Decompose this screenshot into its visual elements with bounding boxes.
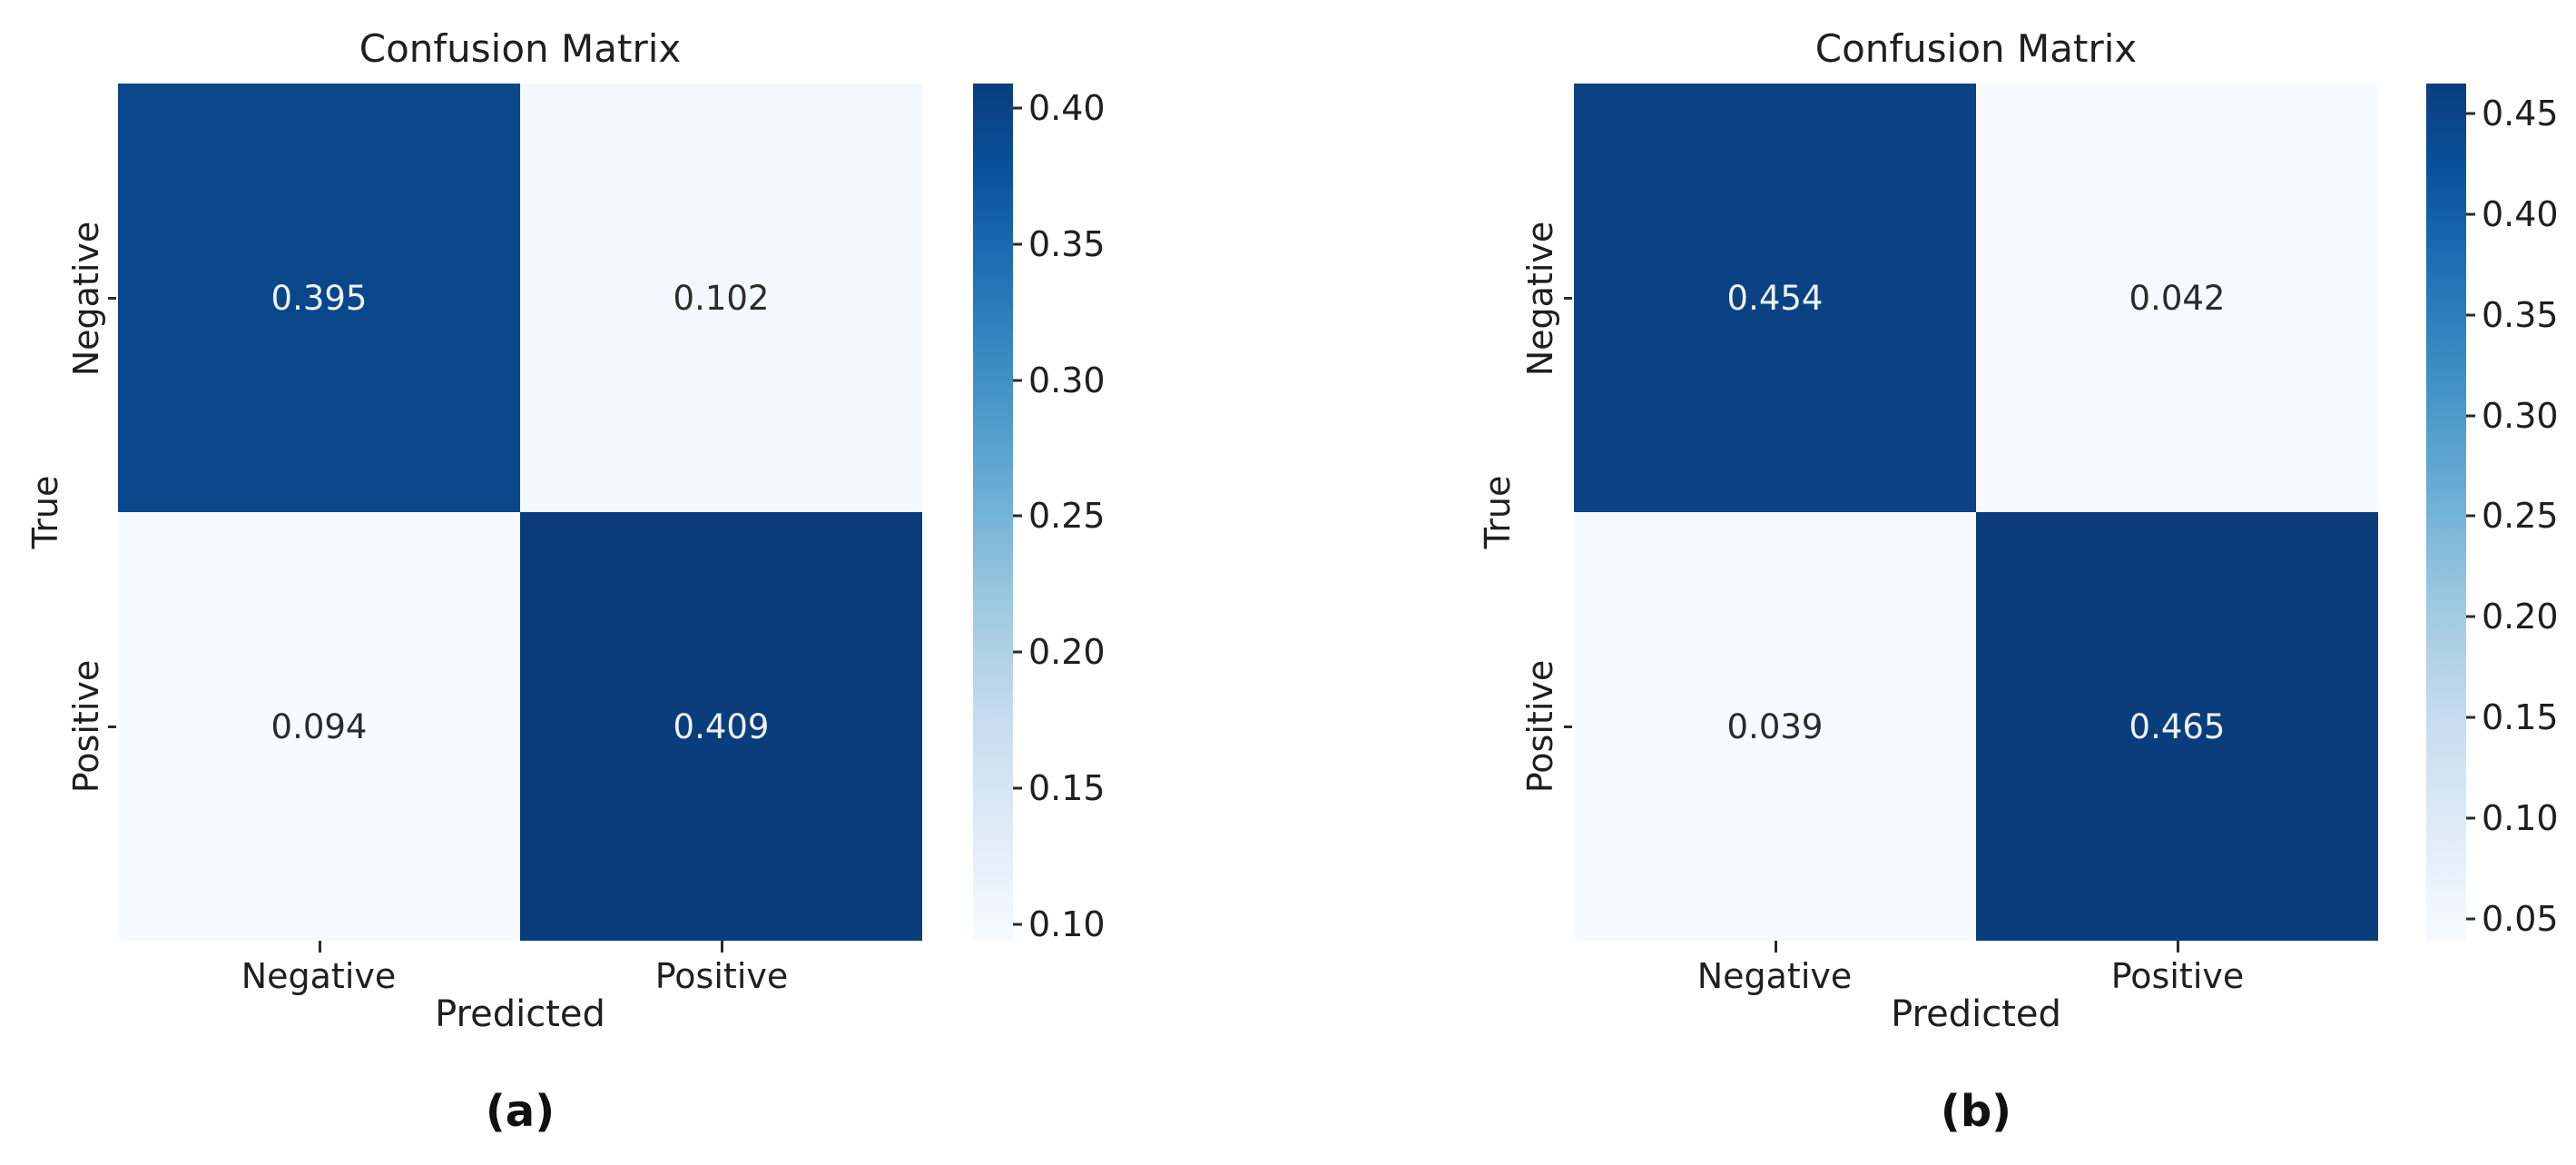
cell-value: 0.454 (1726, 278, 1824, 318)
x-axis-label: Predicted (435, 993, 605, 1035)
cell-value: 0.094 (270, 706, 368, 746)
x-tick-label-negative: Negative (241, 956, 397, 996)
cell-value: 0.409 (673, 706, 770, 746)
heatmap-cell: 0.395 (118, 84, 520, 512)
cell-value: 0.102 (673, 278, 770, 318)
colorbar-tick-label: 0.20 (1028, 632, 1106, 673)
y-axis-tick (1564, 726, 1572, 728)
y-tick-label-negative: Negative (66, 221, 106, 377)
colorbar-tick (2466, 615, 2475, 618)
heatmap-cell: 0.454 (1574, 84, 1976, 512)
colorbar-tick-label: 0.30 (2482, 395, 2559, 436)
colorbar-tick (1013, 514, 1022, 518)
heatmap-cell: 0.409 (520, 512, 922, 941)
cell-value: 0.039 (1726, 706, 1824, 746)
colorbar-tick (1013, 106, 1022, 110)
colorbar-tick-label: 0.40 (2482, 194, 2559, 235)
colorbar-tick-label: 0.35 (1028, 223, 1106, 264)
heatmap-cell: 0.465 (1976, 512, 2378, 941)
x-tick-label-positive: Positive (654, 956, 789, 996)
colorbar-tick-label: 0.25 (1028, 496, 1106, 537)
colorbar-tick (1013, 242, 1022, 246)
chart-title: Confusion Matrix (1814, 26, 2138, 71)
panel-caption-a: (a) (485, 1086, 556, 1137)
y-tick-label-positive: Positive (1520, 659, 1560, 794)
colorbar: 0.40 0.35 0.30 0.25 0.20 0.15 0.10 (973, 84, 1106, 942)
colorbar-tick (2466, 313, 2475, 317)
cell-value: 0.465 (2129, 706, 2226, 746)
y-axis-tick (108, 297, 116, 300)
heatmap-cell: 0.094 (118, 512, 520, 941)
colorbar-tick-label: 0.10 (2482, 797, 2559, 838)
colorbar-tick-label: 0.45 (2482, 94, 2559, 134)
colorbar-tick-label: 0.40 (1028, 87, 1106, 128)
chart-title: Confusion Matrix (359, 26, 682, 71)
cell-value: 0.042 (2129, 278, 2226, 318)
y-axis-label: True (1478, 475, 1518, 549)
colorbar-gradient (2426, 84, 2466, 941)
x-tick-label-positive: Positive (2110, 956, 2245, 996)
colorbar-tick-label: 0.35 (2482, 294, 2559, 335)
cell-value: 0.395 (270, 278, 368, 318)
x-axis-label: Predicted (1891, 993, 2061, 1035)
colorbar-tick (2466, 514, 2475, 518)
colorbar-tick-label: 0.15 (2482, 697, 2559, 738)
heatmap: 0.395 0.102 0.094 0.409 (108, 84, 922, 953)
colorbar-tick-label: 0.15 (1028, 768, 1106, 809)
x-axis-tick (1774, 941, 1777, 953)
colorbar-tick-label: 0.25 (2482, 496, 2559, 537)
confusion-matrix-panel-a: Confusion Matrix True Negative Positive … (25, 26, 1106, 1138)
y-axis-tick (1564, 297, 1572, 300)
y-tick-label-positive: Positive (66, 659, 106, 794)
colorbar-tick-label: 0.05 (2482, 898, 2559, 939)
colorbar-tick (1013, 786, 1022, 790)
y-tick-label-negative: Negative (1520, 221, 1560, 377)
x-tick-label-negative: Negative (1696, 956, 1853, 996)
colorbar-tick-label: 0.10 (1028, 904, 1106, 945)
x-axis-tick (318, 941, 321, 953)
colorbar-tick (2466, 917, 2475, 921)
colorbar-tick (1013, 923, 1022, 926)
colorbar-tick (1013, 650, 1022, 654)
colorbar-tick (2466, 816, 2475, 820)
heatmap: 0.454 0.042 0.039 0.465 (1564, 84, 2378, 953)
colorbar: 0.45 0.40 0.35 0.30 0.25 0.20 0.15 0.10 0.05 (2426, 84, 2559, 941)
x-axis-tick (2176, 941, 2179, 953)
confusion-matrix-panel-b: Confusion Matrix True Negative Positive … (1288, 0, 2576, 1165)
colorbar-gradient (973, 84, 1013, 941)
colorbar-tick-label: 0.20 (2482, 597, 2559, 637)
heatmap-cell: 0.042 (1976, 84, 2378, 512)
heatmap-cell: 0.102 (520, 84, 922, 512)
colorbar-tick (2466, 716, 2475, 719)
colorbar-tick (2466, 112, 2475, 115)
x-axis-tick (720, 941, 723, 953)
colorbar-tick (2466, 414, 2475, 418)
y-axis-tick (108, 726, 116, 728)
panel-caption-b: (b) (1940, 1086, 2012, 1137)
colorbar-tick-label: 0.30 (1028, 360, 1106, 400)
colorbar-tick (1013, 379, 1022, 382)
y-axis-label: True (25, 475, 65, 549)
colorbar-tick (2466, 212, 2475, 216)
heatmap-cell: 0.039 (1574, 512, 1976, 941)
